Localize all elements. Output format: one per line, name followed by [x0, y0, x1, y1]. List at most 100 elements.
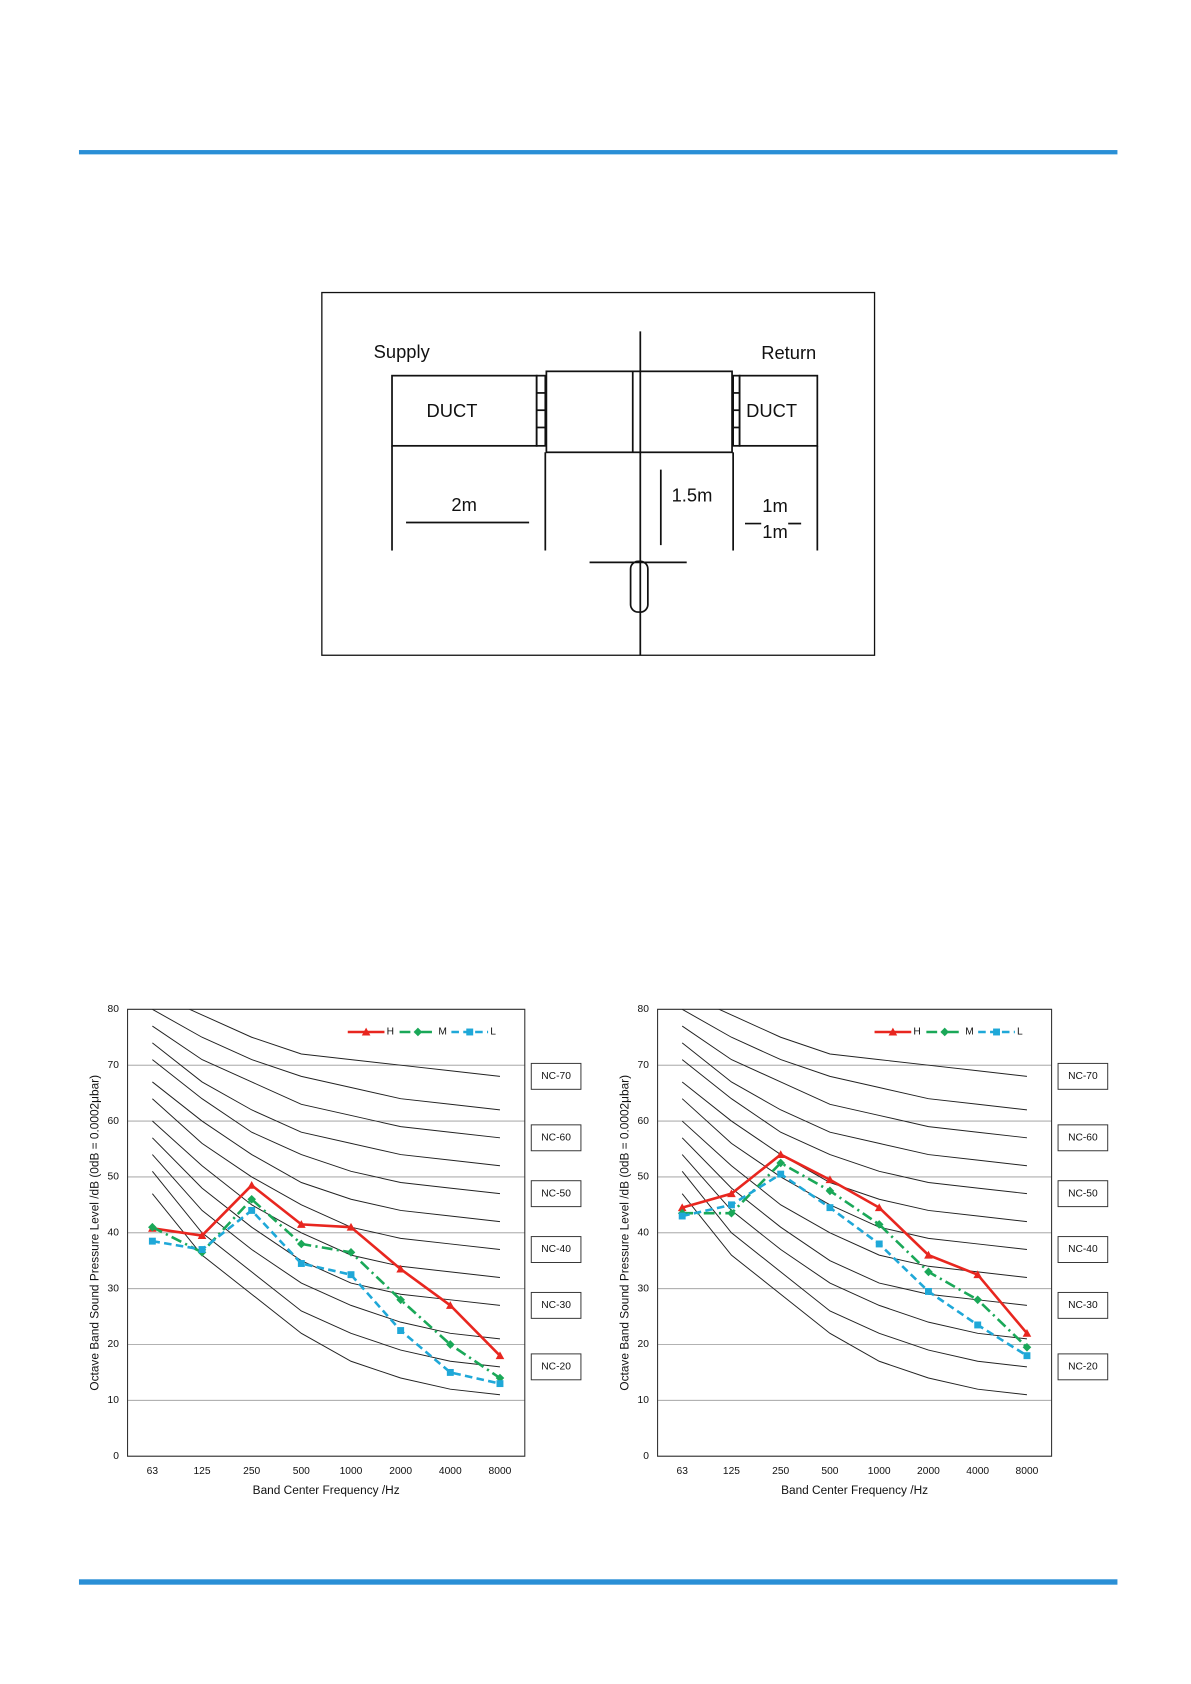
marker: [973, 1270, 983, 1279]
marker: [727, 1201, 735, 1209]
legend-label: M: [965, 1027, 974, 1038]
chart: 0 10 20 30 40 50 60 70 80 63 125 250 500 1000 2000 4000…: [87, 1004, 582, 1497]
nc-label: NC-60: [541, 1133, 571, 1144]
y-tick-label: 80: [638, 1004, 650, 1015]
series-line: [681, 1153, 1028, 1335]
nc-label: NC-40: [541, 1244, 571, 1255]
marker: [396, 1264, 405, 1273]
nc-label: NC-20: [1068, 1362, 1098, 1373]
marker: [776, 1158, 786, 1168]
y-tick-label: 60: [108, 1116, 120, 1127]
nc-label: NC-20: [541, 1362, 571, 1373]
nc-label: NC-60: [1068, 1133, 1098, 1144]
y-tick-label: 70: [108, 1060, 120, 1071]
marker: [727, 1208, 736, 1218]
nc-curve: [681, 1193, 1028, 1396]
nc-curve: [152, 1009, 501, 1111]
nc-label-box: [1057, 1062, 1109, 1090]
nc-label-box: [1057, 1353, 1109, 1381]
marker: [924, 1250, 933, 1259]
series-line: [152, 1183, 501, 1357]
nc-curve: [152, 1059, 501, 1195]
plot-frame: [127, 1008, 526, 1457]
y-tick-label: 40: [638, 1227, 650, 1238]
y-tick-label: 60: [638, 1116, 650, 1127]
marker: [198, 1246, 206, 1253]
x-axis-label: Band Center Frequency /Hz: [253, 1483, 400, 1497]
marker: [924, 1267, 933, 1277]
y-tick-label: 30: [638, 1283, 650, 1294]
y-tick-label: 20: [108, 1339, 120, 1350]
nc-label-box: [1057, 1180, 1109, 1208]
marker: [413, 1027, 423, 1037]
nc-curve: [681, 1042, 1028, 1167]
marker: [346, 1222, 356, 1231]
nc-curve: [681, 1081, 1028, 1223]
y-tick-label: 80: [108, 1004, 120, 1015]
nc-curve: [188, 1009, 501, 1077]
marker: [397, 1327, 405, 1334]
marker: [347, 1271, 355, 1279]
duct-label: DUCT: [746, 400, 797, 421]
nc-curves: [151, 1009, 501, 1396]
nc-label-box: [1057, 1291, 1109, 1319]
y-tick-label: 20: [638, 1339, 650, 1350]
nc-curve: [152, 1154, 501, 1340]
marker: [777, 1170, 785, 1178]
nc-label: NC-50: [541, 1188, 571, 1199]
nc-label-box: [530, 1353, 582, 1381]
y-tick-label: 40: [108, 1227, 120, 1238]
series-line: [682, 1161, 1028, 1349]
top-rule: [78, 150, 1118, 155]
chart: 0 10 20 30 40 50 60 70 80 63 125 250 500 1000 2000 4000…: [617, 1004, 1109, 1497]
x-tick-label: 250: [243, 1466, 260, 1477]
nc-label: NC-50: [1068, 1188, 1098, 1199]
x-tick-label: 8000: [1016, 1466, 1039, 1477]
legend-label: L: [1017, 1027, 1023, 1038]
y-tick-label: 0: [643, 1451, 649, 1462]
duct-label: DUCT: [427, 400, 478, 421]
dimension-label: 1.5m: [672, 484, 713, 505]
x-tick-label: 8000: [489, 1466, 512, 1477]
test-setup-diagram: Supply Return DUCT DUCT 2m 1.5m 1m 1m: [321, 291, 876, 656]
y-tick-label: 50: [108, 1172, 120, 1183]
y-tick-label: 70: [638, 1060, 650, 1071]
nc-label-box: [1057, 1124, 1109, 1152]
nc-label-box: [530, 1236, 582, 1263]
nc-curve: [152, 1120, 501, 1278]
x-tick-label: 2000: [917, 1466, 940, 1477]
marker: [248, 1206, 256, 1214]
nc-curve: [681, 1171, 1028, 1368]
marker: [1023, 1352, 1031, 1360]
marker: [825, 1175, 835, 1184]
marker: [445, 1340, 455, 1349]
series-line: [152, 1208, 501, 1385]
return-label: Return: [761, 342, 816, 363]
marker: [727, 1189, 736, 1198]
marker: [1022, 1329, 1032, 1337]
marker: [361, 1027, 371, 1036]
nc-curve: [717, 1009, 1028, 1077]
marker: [466, 1028, 474, 1036]
nc-label-box: [530, 1062, 582, 1090]
x-axis-label: Band Center Frequency /Hz: [781, 1483, 928, 1497]
marker: [993, 1028, 1000, 1036]
duct: [738, 374, 819, 447]
nc-curve: [151, 1193, 501, 1396]
microphone: [629, 560, 649, 613]
marker: [924, 1287, 932, 1295]
x-tick-label: 2000: [389, 1466, 412, 1477]
y-axis-label: Octave Band Sound Pressure Level /dB (0d…: [617, 1075, 631, 1391]
marker: [677, 1203, 687, 1212]
x-tick-label: 63: [676, 1466, 688, 1477]
dimension-label: 2m: [451, 494, 476, 515]
marker: [148, 1237, 156, 1245]
supply-label: Supply: [374, 341, 431, 362]
bottom-rule: [78, 1579, 1118, 1585]
series-line: [681, 1172, 1028, 1357]
marker: [874, 1203, 884, 1212]
marker: [888, 1027, 898, 1036]
nc-curve: [152, 1025, 501, 1139]
nc-curve: [681, 1098, 1028, 1251]
nc-curve: [152, 1042, 501, 1167]
